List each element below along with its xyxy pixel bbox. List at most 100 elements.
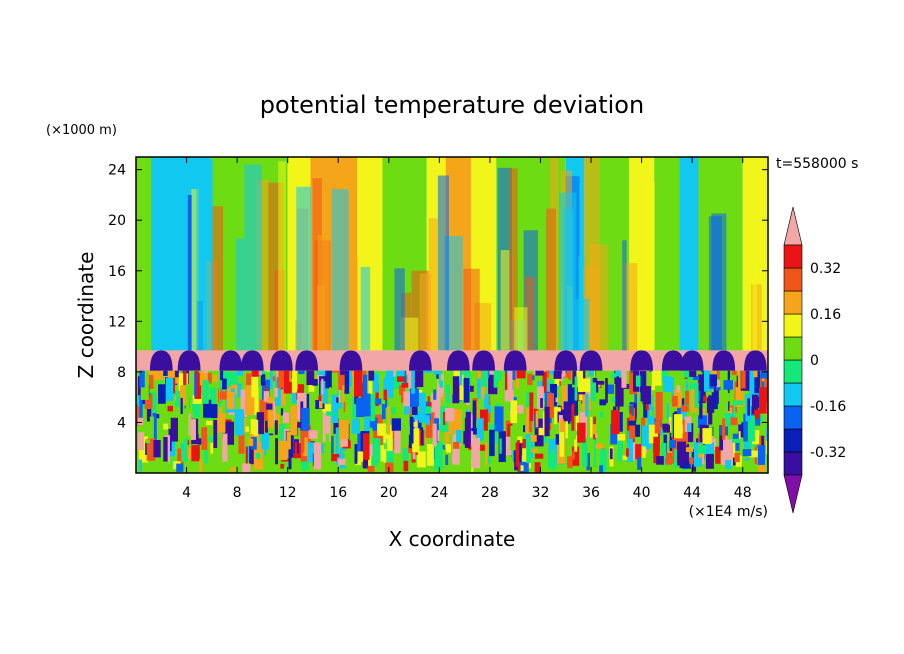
upper-streak — [752, 259, 757, 351]
turbulent-cell — [308, 405, 315, 426]
turbulent-cell — [322, 404, 332, 413]
turbulent-cell — [505, 436, 513, 456]
turbulent-cell — [379, 444, 384, 462]
turbulent-cell — [177, 413, 185, 444]
turbulent-cell — [163, 423, 169, 430]
turbulent-cell — [599, 465, 604, 473]
turbulent-cell — [453, 441, 460, 449]
turbulent-cell — [718, 390, 729, 413]
turbulent-cell — [571, 446, 580, 466]
turbulent-cell — [274, 387, 278, 398]
turbulent-cell — [547, 393, 554, 418]
turbulent-cell — [368, 370, 375, 381]
turbulent-cell — [204, 436, 208, 464]
turbulent-cell — [250, 419, 256, 435]
turbulent-cell — [367, 427, 373, 446]
turbulent-cell — [185, 447, 194, 460]
turbulent-cell — [693, 442, 703, 467]
y-tick-label: 4 — [117, 415, 126, 431]
turbulent-cell — [199, 459, 203, 473]
turbulent-cell — [550, 449, 556, 471]
turbulent-cell — [698, 391, 701, 401]
turbulent-cell — [478, 444, 488, 451]
turbulent-cell — [245, 385, 255, 415]
turbulent-cell — [192, 397, 201, 418]
turbulent-cell — [538, 427, 546, 436]
turbulent-cell — [198, 370, 202, 373]
turbulent-cell — [381, 404, 386, 420]
upper-streak — [360, 266, 371, 351]
turbulent-cell — [191, 445, 200, 462]
turbulent-cell — [546, 370, 554, 375]
turbulent-cell — [534, 462, 541, 473]
turbulent-cell — [526, 392, 531, 419]
turbulent-cell — [397, 370, 405, 377]
turbulent-cell — [320, 380, 329, 404]
turbulent-cell — [362, 433, 370, 460]
turbulent-cell — [742, 449, 752, 457]
turbulent-cell — [338, 383, 341, 403]
turbulent-cell — [306, 370, 315, 386]
contour-field — [136, 157, 768, 473]
turbulent-cell — [629, 405, 632, 414]
cold-dome — [240, 350, 264, 371]
turbulent-cell — [208, 436, 216, 442]
turbulent-cell — [528, 448, 538, 453]
turbulent-cell — [253, 419, 259, 436]
turbulent-cell — [515, 442, 520, 467]
upper-streak — [191, 189, 199, 351]
turbulent-cell — [561, 385, 568, 410]
upper-streak — [444, 236, 463, 351]
y-tick-label: 24 — [108, 163, 126, 179]
turbulent-cell — [567, 456, 573, 469]
turbulent-cell — [599, 381, 602, 389]
turbulent-cell — [766, 440, 768, 454]
turbulent-cell — [406, 370, 415, 376]
turbulent-cell — [433, 370, 442, 375]
turbulent-cell — [353, 370, 363, 397]
turbulent-cell — [192, 394, 202, 405]
turbulent-cell — [394, 422, 401, 454]
turbulent-cell — [757, 445, 766, 465]
turbulent-cell — [445, 384, 450, 404]
turbulent-cell — [626, 448, 629, 457]
turbulent-cell — [218, 406, 223, 413]
turbulent-cell — [280, 381, 286, 406]
turbulent-cell — [341, 450, 351, 460]
turbulent-cell — [240, 389, 247, 418]
upper-streak — [509, 168, 518, 351]
turbulent-cell — [724, 412, 731, 427]
turbulent-cell — [425, 412, 435, 438]
turbulent-cell — [146, 370, 156, 376]
turbulent-cell — [230, 371, 239, 385]
turbulent-cell — [731, 438, 741, 443]
turbulent-cell — [668, 390, 672, 398]
turbulent-cell — [556, 381, 564, 386]
turbulent-cell — [758, 458, 766, 473]
turbulent-cell — [345, 393, 353, 419]
turbulent-cell — [630, 424, 641, 437]
turbulent-cell — [391, 407, 396, 415]
turbulent-cell — [294, 441, 298, 459]
turbulent-cell — [222, 378, 227, 390]
turbulent-cell — [594, 439, 597, 468]
turbulent-cell — [428, 402, 432, 408]
turbulent-cell — [391, 418, 401, 431]
turbulent-cell — [286, 431, 291, 459]
turbulent-cell — [623, 383, 630, 389]
turbulent-cell — [338, 458, 346, 465]
turbulent-cell — [383, 377, 390, 390]
turbulent-cell — [605, 378, 608, 404]
cold-dome — [630, 350, 653, 371]
upper-streak — [514, 307, 528, 351]
turbulent-cell — [250, 387, 259, 415]
turbulent-cell — [680, 409, 687, 420]
turbulent-cell — [489, 429, 495, 457]
turbulent-cell — [634, 444, 642, 460]
cold-dome — [661, 350, 685, 371]
turbulent-cell — [153, 370, 163, 380]
turbulent-cell — [595, 443, 604, 449]
cold-dome — [446, 350, 470, 371]
turbulent-cell — [507, 370, 513, 392]
turbulent-cell — [619, 411, 623, 432]
